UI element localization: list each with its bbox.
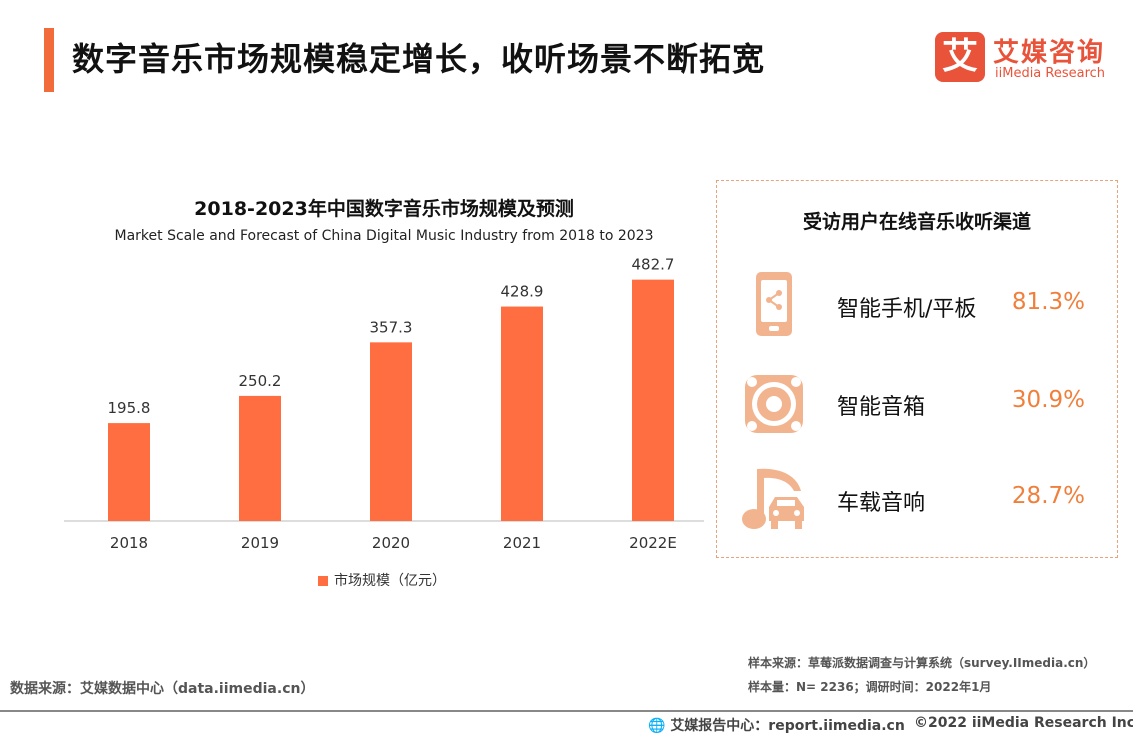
listening-channels-panel: 受访用户在线音乐收听渠道 智能手机/平板 81.3% 智能音箱 30.9% [716,180,1118,558]
x-tick-2018: 2018 [110,534,148,552]
channel-label: 智能音箱 [837,395,926,420]
channel-label: 车载音响 [837,491,926,516]
bar-2022E [632,279,674,521]
x-tick-2022E: 2022E [629,534,677,552]
x-tick-2020: 2020 [372,534,410,552]
bar-2019 [239,395,281,521]
bar-2018 [108,423,150,521]
car-audio-icon [742,468,804,529]
bar-2020 [370,342,412,521]
logo-name-en: iiMedia Research [995,66,1106,81]
page-title: 数字音乐市场规模稳定增长，收听场景不断拓宽 [72,40,766,78]
x-tick-2021: 2021 [503,534,541,552]
data-label-2021: 428.9 [501,283,544,301]
legend-label: 市场规模（亿元） [334,573,446,589]
title-accent-bar [44,28,54,92]
channel-smartphone: 智能手机/平板 81.3% [717,271,1117,341]
panel-title: 受访用户在线音乐收听渠道 [802,211,1031,233]
brand-logo: 艾 艾媒咨询 iiMedia Research [935,32,1125,86]
copyright: ©2022 iiMedia Research Inc [914,715,1133,731]
data-label-2022E: 482.7 [632,256,675,274]
channel-label: 智能手机/平板 [837,297,977,322]
logo-badge: 艾 [935,32,985,82]
x-tick-2019: 2019 [241,534,279,552]
report-center: 🌐 艾媒报告中心：report.iimedia.cn [648,715,905,735]
channel-value: 28.7% [1011,483,1085,509]
market-scale-bar-chart: 195.8 2018 250.2 2019 357.3 2020 428.9 2021 482.… [64,256,704,552]
bar-2021 [501,306,543,521]
data-label-2019: 250.2 [239,372,282,390]
sample-size: 样本量：N= 2236；调研时间：2022年1月 [748,680,992,694]
chart-title: 2018-2023年中国数字音乐市场规模及预测 [194,198,574,220]
channel-value: 81.3% [1011,289,1085,315]
chart-legend: 市场规模（亿元） [318,570,446,590]
logo-name-cn: 艾媒咨询 [993,38,1106,68]
channel-car-audio: 车载音响 28.7% [717,465,1117,535]
channel-smart-speaker: 智能音箱 30.9% [717,369,1117,439]
data-label-2018: 195.8 [108,399,151,417]
chart-subtitle: Market Scale and Forecast of China Digit… [114,228,654,244]
globe-icon: 🌐 [648,718,666,734]
sample-source: 样本来源：草莓派数据调查与计算系统（survey.IImedia.cn） [748,656,1096,670]
footer-divider [0,710,1133,712]
legend-swatch [318,576,328,586]
report-center-text: 艾媒报告中心：report.iimedia.cn [670,718,905,734]
speaker-icon [745,375,803,433]
smartphone-icon [756,272,792,336]
data-label-2020: 357.3 [370,318,413,336]
data-source: 数据来源：艾媒数据中心（data.iimedia.cn） [10,681,315,697]
channel-value: 30.9% [1011,387,1085,413]
